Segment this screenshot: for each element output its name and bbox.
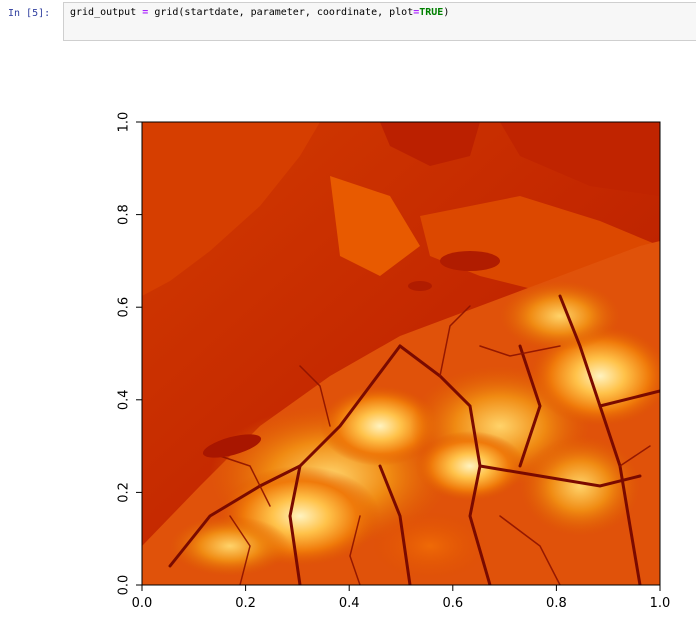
y-tick-label: 0.4 <box>117 389 132 410</box>
plot-frame <box>141 121 661 586</box>
code-operator-2: = <box>413 7 420 18</box>
code-operator: = <box>142 7 149 18</box>
notebook-cell: In [5]: grid_output = grid(startdate, pa… <box>0 0 696 46</box>
code-end: ) <box>443 7 450 18</box>
x-tick-label: 0.6 <box>442 596 463 611</box>
x-tick-label: 0.0 <box>132 596 153 611</box>
y-tick-label: 0.0 <box>117 575 132 596</box>
cell-output: 0.0 0.2 0.4 0.6 0.8 1.0 0.0 0.2 0.4 0.6 0.8 1.0 <box>0 46 696 634</box>
code-line[interactable]: grid_output = grid(startdate, parameter,… <box>70 7 449 18</box>
x-tick-label: 0.8 <box>546 596 567 611</box>
y-tick-label: 1.0 <box>117 112 132 133</box>
x-tick-label: 0.2 <box>235 596 256 611</box>
code-variable: grid_output <box>70 7 137 18</box>
y-tick-label: 0.6 <box>117 297 132 318</box>
heatmap-raster <box>142 122 660 585</box>
cell-prompt: In [5]: <box>8 8 51 19</box>
y-tick-label: 0.8 <box>117 204 132 225</box>
code-call: grid(startdate, parameter, coordinate, p… <box>154 7 414 18</box>
axes: 0.0 0.2 0.4 0.6 0.8 1.0 0.0 0.2 0.4 0.6 0.8 1.0 <box>117 112 671 611</box>
y-tick-label: 0.2 <box>117 482 132 503</box>
x-tick-label: 0.4 <box>339 596 360 611</box>
code-input-area[interactable]: grid_output = grid(startdate, parameter,… <box>63 2 696 41</box>
code-keyword: TRUE <box>419 7 444 18</box>
x-tick-label: 1.0 <box>650 596 671 611</box>
heatmap-plot: 0.0 0.2 0.4 0.6 0.8 1.0 0.0 0.2 0.4 0.6 0.8 1.0 <box>117 112 671 611</box>
